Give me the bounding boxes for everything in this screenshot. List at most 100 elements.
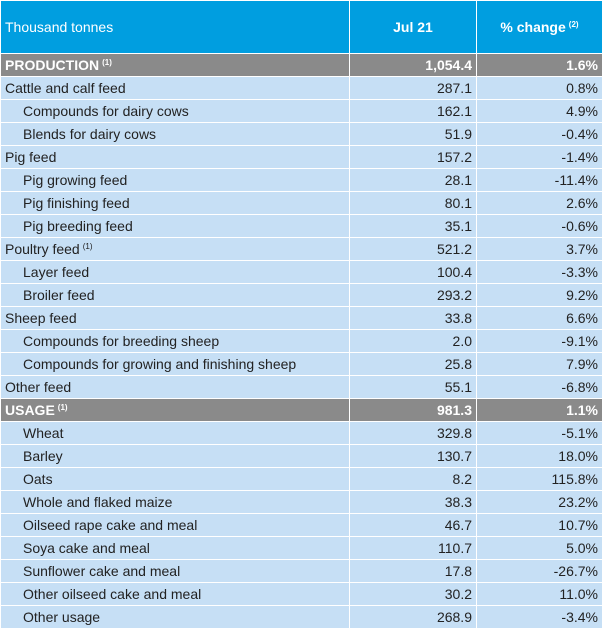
row-label: Cattle and calf feed [5, 80, 126, 96]
table-row: Other oilseed cake and meal 30.2 11.0% [0, 582, 602, 606]
row-label: Oats [23, 471, 53, 487]
header-change-note: (2) [568, 20, 579, 29]
row-label-cell: Oats [0, 467, 350, 491]
row-value: 46.7 [349, 513, 477, 537]
row-value: 130.7 [349, 444, 477, 468]
row-change: 5.0% [476, 536, 602, 560]
row-value: 2.0 [349, 329, 477, 353]
header-change-column: % change (2) [476, 0, 602, 54]
header-row: Thousand tonnes Jul 21 % change (2) [0, 0, 602, 54]
row-change: -11.4% [476, 168, 602, 192]
row-value: 329.8 [349, 421, 477, 445]
row-label-cell: Soya cake and meal [0, 536, 350, 560]
row-change: 6.6% [476, 306, 602, 330]
row-value: 51.9 [349, 122, 477, 146]
row-label-cell: Oilseed rape cake and meal [0, 513, 350, 537]
table-row: Layer feed 100.4 -3.3% [0, 260, 602, 284]
row-footnote: (1) [102, 58, 112, 67]
row-change: 23.2% [476, 490, 602, 514]
row-label-cell: USAGE (1) [0, 398, 350, 422]
row-value: 162.1 [349, 99, 477, 123]
row-label-cell: Other oilseed cake and meal [0, 582, 350, 606]
row-label-cell: PRODUCTION (1) [0, 53, 350, 77]
row-label: Soya cake and meal [23, 540, 150, 556]
row-change: -6.8% [476, 375, 602, 399]
row-label: PRODUCTION [5, 57, 100, 73]
row-label-cell: Whole and flaked maize [0, 490, 350, 514]
row-label: Pig finishing feed [23, 195, 130, 211]
row-change: -26.7% [476, 559, 602, 583]
row-label: Oilseed rape cake and meal [23, 517, 198, 533]
row-change: 0.8% [476, 76, 602, 100]
row-change: 11.0% [476, 582, 602, 606]
row-label-cell: Pig feed [0, 145, 350, 169]
row-label: Wheat [23, 425, 64, 441]
row-label: Pig feed [5, 149, 57, 165]
row-change: 115.8% [476, 467, 602, 491]
row-value: 521.2 [349, 237, 477, 261]
row-label-cell: Pig growing feed [0, 168, 350, 192]
row-value: 38.3 [349, 490, 477, 514]
table-row: Pig breeding feed 35.1 -0.6% [0, 214, 602, 238]
table-row: Other usage 268.9 -3.4% [0, 605, 602, 629]
row-value: 17.8 [349, 559, 477, 583]
row-change: -1.4% [476, 145, 602, 169]
table-header: Thousand tonnes Jul 21 % change (2) [0, 0, 602, 54]
row-label: Other usage [23, 609, 101, 625]
table-row: Pig growing feed 28.1 -11.4% [0, 168, 602, 192]
row-label-cell: Cattle and calf feed [0, 76, 350, 100]
row-value: 287.1 [349, 76, 477, 100]
row-label: Layer feed [23, 264, 90, 280]
row-label: Pig breeding feed [23, 218, 133, 234]
row-label: Other oilseed cake and meal [23, 586, 202, 602]
table-row: Compounds for breeding sheep 2.0 -9.1% [0, 329, 602, 353]
row-change: 9.2% [476, 283, 602, 307]
table-row: Sheep feed 33.8 6.6% [0, 306, 602, 330]
row-value: 25.8 [349, 352, 477, 376]
row-value: 293.2 [349, 283, 477, 307]
row-value: 80.1 [349, 191, 477, 215]
row-label: Sunflower cake and meal [23, 563, 181, 579]
row-value: 100.4 [349, 260, 477, 284]
row-label-cell: Other usage [0, 605, 350, 629]
row-value: 1,054.4 [349, 53, 477, 77]
header-month-column: Jul 21 [349, 0, 477, 54]
row-label-cell: Barley [0, 444, 350, 468]
row-label: Broiler feed [23, 287, 95, 303]
row-label-cell: Sheep feed [0, 306, 350, 330]
table-row: Wheat 329.8 -5.1% [0, 421, 602, 445]
table-row: Sunflower cake and meal 17.8 -26.7% [0, 559, 602, 583]
row-label-cell: Broiler feed [0, 283, 350, 307]
row-change: 2.6% [476, 191, 602, 215]
row-label-cell: Wheat [0, 421, 350, 445]
row-value: 35.1 [349, 214, 477, 238]
table-row: Whole and flaked maize 38.3 23.2% [0, 490, 602, 514]
row-label: Sheep feed [5, 310, 77, 326]
table-row: Barley 130.7 18.0% [0, 444, 602, 468]
table-row: Oats 8.2 115.8% [0, 467, 602, 491]
row-label: Poultry feed [5, 241, 80, 257]
section-row: USAGE (1) 981.3 1.1% [0, 398, 602, 422]
row-label-cell: Poultry feed (1) [0, 237, 350, 261]
row-label-cell: Layer feed [0, 260, 350, 284]
row-label-cell: Compounds for breeding sheep [0, 329, 350, 353]
row-label-cell: Blends for dairy cows [0, 122, 350, 146]
row-change: -3.4% [476, 605, 602, 629]
section-row: PRODUCTION (1) 1,054.4 1.6% [0, 53, 602, 77]
table-row: Soya cake and meal 110.7 5.0% [0, 536, 602, 560]
row-change: -0.6% [476, 214, 602, 238]
row-value: 157.2 [349, 145, 477, 169]
row-label-cell: Sunflower cake and meal [0, 559, 350, 583]
row-label: Whole and flaked maize [23, 494, 173, 510]
row-value: 268.9 [349, 605, 477, 629]
row-change: 10.7% [476, 513, 602, 537]
row-change: -0.4% [476, 122, 602, 146]
row-change: 1.1% [476, 398, 602, 422]
table-row: Broiler feed 293.2 9.2% [0, 283, 602, 307]
row-value: 33.8 [349, 306, 477, 330]
row-footnote: (1) [57, 403, 68, 412]
row-value: 110.7 [349, 536, 477, 560]
row-change: 18.0% [476, 444, 602, 468]
table-row: Pig finishing feed 80.1 2.6% [0, 191, 602, 215]
